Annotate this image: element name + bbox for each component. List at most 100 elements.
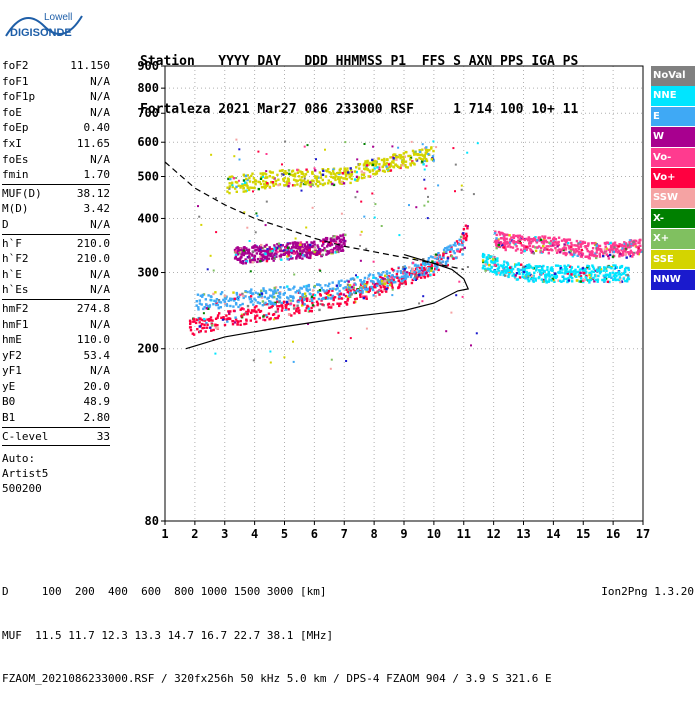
legend-item-x: X+ <box>651 229 695 249</box>
echo-dot-e <box>389 283 392 287</box>
echo-dot-sse <box>252 177 256 180</box>
param-row-foe: foE N/A <box>2 105 110 121</box>
echo-dot-e <box>458 238 461 241</box>
echo-dot-e <box>435 256 438 259</box>
echo-dot-sse <box>253 186 256 190</box>
echo-dot-w <box>307 251 311 255</box>
echo-dot-vo <box>607 254 610 258</box>
echo-dot-e <box>414 275 417 279</box>
echo-dot-noise <box>198 215 201 218</box>
echo-dot-e <box>438 259 441 262</box>
echo-dot-w <box>295 246 298 250</box>
echo-dot-vo <box>428 266 432 269</box>
echo-dot-e <box>197 306 200 309</box>
echo-dot-nne <box>569 275 573 279</box>
footer-file-row: FZAOM_2021086233000.RSF / 320fx256h 50 k… <box>2 672 552 685</box>
echo-dot-vo <box>455 240 459 243</box>
echo-dot-e <box>396 276 399 279</box>
echo-dot-e <box>336 292 339 295</box>
echo-dot-w <box>312 252 315 255</box>
param-row-fof1p: foF1p N/A <box>2 89 110 105</box>
x-tick-label: 9 <box>400 527 407 541</box>
echo-dot-noise <box>365 327 368 330</box>
echo-dot-e <box>232 291 235 294</box>
echo-dot-e <box>331 281 334 284</box>
echo-dot-vo <box>629 244 632 247</box>
echo-dot-w <box>284 251 288 255</box>
echo-dot-sse <box>277 183 280 187</box>
echo-dot-sse <box>372 172 375 176</box>
echo-dot-vo <box>397 279 400 283</box>
echo-dot-vo <box>623 248 626 251</box>
echo-dot-noise <box>329 367 332 370</box>
echo-dot-vo <box>547 252 550 255</box>
echo-dot-noise <box>372 145 375 148</box>
echo-dot-e <box>244 295 247 298</box>
echo-dot-vo <box>587 243 590 247</box>
echo-dot-e <box>329 297 333 300</box>
echo-dot-nne <box>542 278 545 282</box>
echo-dot-w <box>303 244 307 248</box>
echo-dot-sse <box>375 172 379 175</box>
echo-dot-vo <box>549 239 553 243</box>
echo-dot-e <box>320 286 323 290</box>
echo-dot-sse <box>417 153 420 156</box>
echo-dot-w <box>301 243 304 246</box>
echo-dot-vo <box>390 284 394 287</box>
echo-dot-w <box>343 242 346 245</box>
echo-dot-w <box>271 249 274 253</box>
echo-dot-e <box>283 286 286 289</box>
echo-dot-vo <box>211 319 214 322</box>
echo-dot-nne <box>579 280 582 283</box>
echo-dot-nne <box>548 278 551 281</box>
echo-dot-w <box>253 258 256 261</box>
echo-dot-vo <box>555 249 558 252</box>
echo-dot-sse <box>365 161 369 164</box>
echo-dot-vo <box>418 272 421 275</box>
echo-dot-nne <box>522 269 525 272</box>
echo-dot-e <box>285 301 289 304</box>
echo-dot-sse <box>358 167 361 170</box>
echo-dot-vo <box>296 304 299 307</box>
echo-dot-noise <box>282 249 285 252</box>
x-tick-label: 6 <box>311 527 318 541</box>
header-labels: Station YYYY DAY DDD HHMMSS P1 FFS S AXN… <box>140 54 579 69</box>
echo-dot-e <box>232 305 235 308</box>
echo-dot-vo <box>305 299 309 302</box>
echo-dot-w <box>299 249 302 253</box>
echo-dot-e <box>369 279 373 283</box>
echo-dot-sse <box>299 170 302 173</box>
echo-dot-w <box>242 247 245 250</box>
echo-dot-sse <box>227 177 230 181</box>
echo-dot-sse <box>311 179 314 182</box>
echo-dot-sse <box>421 154 425 157</box>
echo-dot-e <box>235 303 238 306</box>
echo-dot-vo <box>311 301 314 305</box>
param-label: foF1 <box>2 74 29 88</box>
echo-dot-w <box>325 238 329 241</box>
echo-dot-sse <box>280 172 284 176</box>
param-value: N/A <box>90 105 110 119</box>
echo-dot-e <box>396 270 399 273</box>
echo-dot-sse <box>231 181 234 184</box>
logo-line1: Lowell <box>44 12 72 23</box>
echo-dot-vo <box>372 294 375 297</box>
echo-dot-e <box>431 256 434 259</box>
echo-dot-vo <box>346 299 349 302</box>
echo-dot-sse <box>426 149 430 152</box>
echo-dot-nne <box>556 264 560 267</box>
echo-dot-e <box>215 301 218 305</box>
param-row-md: M(D) 3.42 <box>2 201 110 217</box>
echo-dot-vo <box>628 252 631 255</box>
echo-dot-vo <box>498 241 501 245</box>
echo-dot-w <box>263 256 267 260</box>
echo-dot-vo <box>204 330 207 333</box>
echo-dot-nne <box>481 267 485 270</box>
echo-dot-noise <box>283 356 286 359</box>
param-value: 0.40 <box>83 121 111 135</box>
echo-dot-nne <box>575 275 578 278</box>
echo-dot-vo <box>332 297 335 300</box>
echo-dot-vo <box>285 305 288 309</box>
echo-dot-vo <box>560 239 564 242</box>
echo-dot-vo <box>535 239 539 242</box>
